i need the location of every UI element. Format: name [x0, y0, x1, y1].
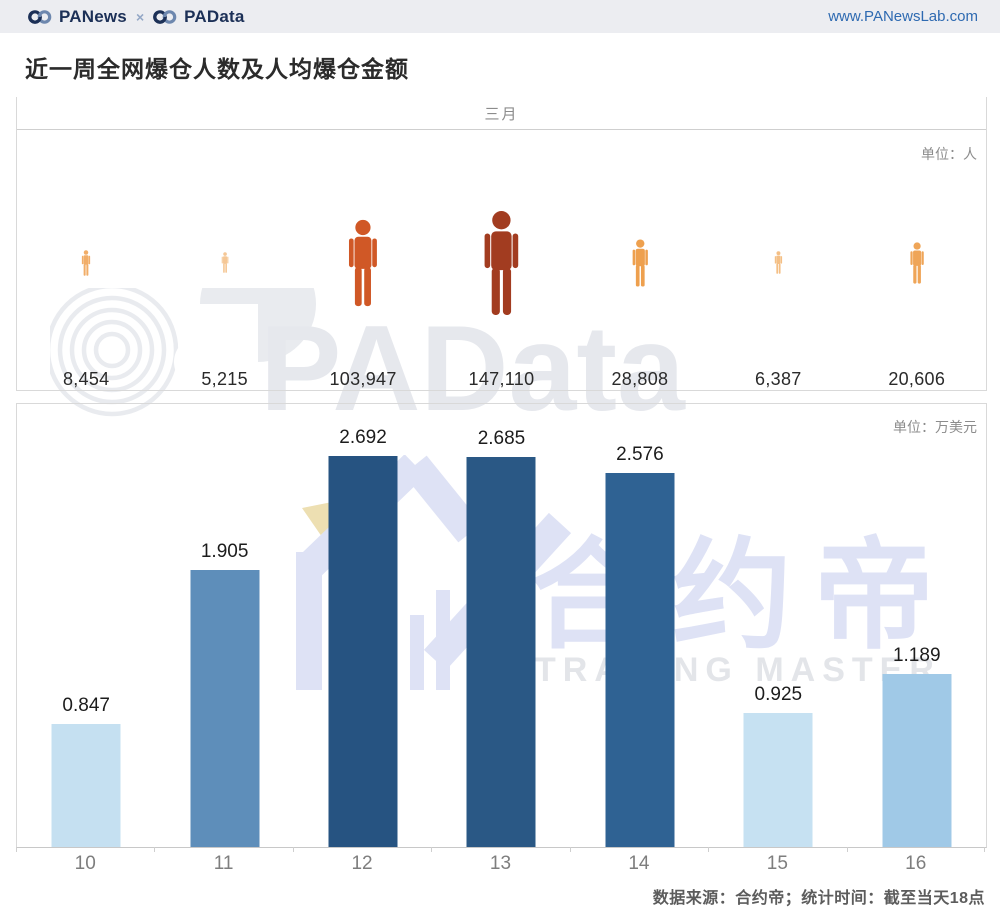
- x-axis: 10 11 12 13 14 15 16: [16, 847, 985, 879]
- pictogram-column: 6,387: [709, 130, 847, 390]
- brand-separator: ×: [135, 8, 145, 25]
- x-axis-label: 13: [489, 853, 512, 874]
- pictogram-value-label: 103,947: [329, 369, 397, 389]
- person-icon: [221, 252, 229, 273]
- x-axis-label: 11: [213, 853, 234, 874]
- person-icon-area: [909, 163, 925, 362]
- x-axis-label: 12: [351, 853, 373, 874]
- bar-column: 2.685: [432, 404, 570, 847]
- pictogram-column: 8,454: [17, 130, 155, 390]
- x-axis-tick: [16, 847, 17, 852]
- bar: [605, 473, 675, 847]
- person-icon: [81, 250, 91, 276]
- month-band: 三月: [17, 97, 986, 130]
- x-axis-tick: [708, 847, 710, 852]
- bar-column: 2.692: [294, 404, 432, 847]
- bar: [882, 674, 952, 847]
- x-axis-label: 10: [74, 853, 96, 874]
- bar-value-label: 1.189: [892, 645, 941, 666]
- pictogram-value-label: 5,215: [201, 369, 248, 389]
- padata-logo-icon: [153, 9, 177, 24]
- bar: [51, 724, 121, 847]
- bar: [190, 570, 260, 847]
- bar-chart-plot-area: 0.847 1.905 2.692 2.685 2.576 0.925 1.189: [17, 404, 986, 847]
- pictogram-column: 147,110: [432, 130, 570, 390]
- header-bar: PANews × PAData www.PANewsLab.com: [0, 0, 1000, 33]
- liquidated-people-panel: 三月 单位：人 8,454 5,215 103,947 147,110 28,808 6,…: [16, 97, 987, 391]
- brand-padata: PAData: [184, 6, 245, 26]
- pictogram-column: 20,606: [848, 130, 986, 390]
- person-icon-area: [221, 163, 229, 362]
- x-axis-tick: [154, 847, 156, 852]
- x-axis-label: 14: [628, 853, 650, 874]
- person-icon: [631, 239, 650, 287]
- bar-column: 1.189: [848, 404, 986, 847]
- avg-liquidation-panel: 单位：万美元 0.847 1.905 2.692 2.685 2.576 0.925 1.1…: [16, 403, 987, 848]
- person-icon: [909, 242, 925, 284]
- pictogram-row: 8,454 5,215 103,947 147,110 28,808 6,387 20,60…: [17, 130, 986, 390]
- person-icon-area: [346, 163, 380, 362]
- bar: [328, 456, 398, 847]
- person-icon-area: [81, 163, 91, 362]
- pictogram-value-label: 147,110: [468, 369, 535, 389]
- bar-value-label: 0.925: [754, 684, 803, 705]
- person-icon: [481, 210, 522, 316]
- source-note: 数据来源：合约帝；统计时间：截至当天18点: [652, 890, 985, 907]
- bar: [466, 457, 536, 847]
- pictogram-value-label: 20,606: [888, 369, 946, 389]
- bar-value-label: 2.692: [339, 427, 387, 448]
- person-icon-area: [631, 163, 650, 362]
- unit-label-usd: 单位：万美元: [893, 419, 977, 435]
- x-axis-tick: [292, 847, 294, 852]
- pictogram-column: 5,215: [155, 130, 293, 390]
- bar-column: 0.847: [17, 404, 155, 847]
- person-icon: [774, 251, 783, 274]
- bar: [743, 713, 813, 847]
- month-label: 三月: [484, 105, 519, 123]
- brand-panews: PANews: [59, 6, 127, 26]
- site-url: www.PANewsLab.com: [828, 8, 978, 25]
- x-axis-tick: [846, 847, 848, 852]
- pictogram-column: 28,808: [571, 130, 709, 390]
- brand-lockup: PANews × PAData: [0, 7, 245, 27]
- bar-value-label: 2.685: [477, 428, 526, 449]
- x-axis-tick: [431, 847, 433, 852]
- pictogram-value-label: 6,387: [755, 369, 802, 389]
- bar-value-label: 1.905: [200, 541, 249, 562]
- page-title: 近一周全网爆仓人数及人均爆仓金额: [25, 56, 409, 82]
- bar-column: 0.925: [709, 404, 847, 847]
- bar-column: 1.905: [155, 404, 293, 847]
- bar-column: 2.576: [571, 404, 709, 847]
- x-axis-tick: [984, 847, 985, 852]
- person-icon-area: [481, 163, 522, 362]
- x-axis-label: 15: [766, 853, 788, 874]
- unit-label-people: 单位：人: [921, 146, 977, 162]
- pictogram-value-label: 8,454: [62, 369, 110, 389]
- x-axis-label: 16: [905, 853, 927, 874]
- bar-value-label: 2.576: [616, 444, 664, 465]
- person-icon-area: [774, 163, 783, 362]
- pictogram-column: 103,947: [294, 130, 432, 390]
- panews-logo-icon: [28, 9, 52, 24]
- person-icon: [346, 219, 380, 307]
- pictogram-value-label: 28,808: [611, 369, 669, 389]
- bar-value-label: 0.847: [62, 695, 110, 716]
- x-axis-tick: [569, 847, 571, 852]
